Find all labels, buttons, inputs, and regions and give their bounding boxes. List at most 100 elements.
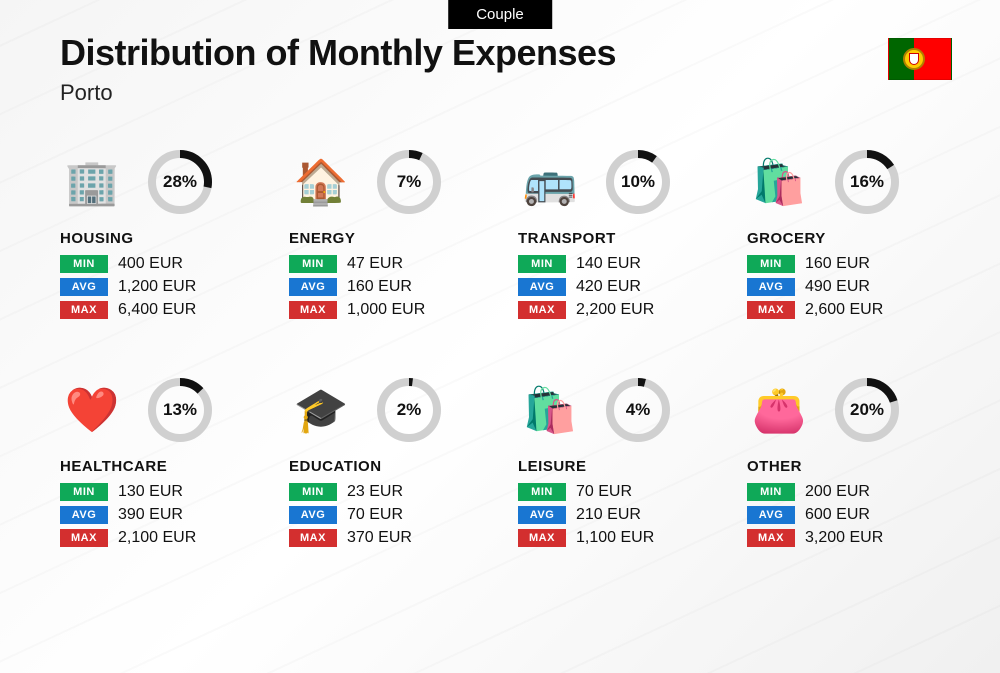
expense-card-leisure: 🛍️ 4% LEISURE MIN 70 EUR AVG 210 EUR MAX… [518, 376, 731, 552]
max-label: MAX [289, 301, 337, 319]
leisure-icon: 🛍️ [518, 378, 582, 442]
max-label: MAX [60, 301, 108, 319]
category-name: TRANSPORT [518, 230, 731, 247]
category-name: HEALTHCARE [60, 458, 273, 475]
min-value: 140 EUR [576, 255, 641, 273]
stat-max: MAX 2,600 EUR [747, 301, 960, 319]
avg-label: AVG [289, 506, 337, 524]
max-value: 2,600 EUR [805, 301, 883, 319]
avg-value: 490 EUR [805, 278, 870, 296]
avg-value: 600 EUR [805, 506, 870, 524]
min-value: 70 EUR [576, 483, 632, 501]
min-value: 130 EUR [118, 483, 183, 501]
stat-min: MIN 160 EUR [747, 255, 960, 273]
percentage-ring: 20% [833, 376, 901, 444]
percentage-value: 20% [833, 376, 901, 444]
stat-max: MAX 6,400 EUR [60, 301, 273, 319]
stat-avg: AVG 210 EUR [518, 506, 731, 524]
expense-grid: 🏢 28% HOUSING MIN 400 EUR AVG 1,200 EUR … [60, 148, 960, 552]
avg-label: AVG [518, 506, 566, 524]
avg-label: AVG [747, 278, 795, 296]
stat-min: MIN 140 EUR [518, 255, 731, 273]
card-header: 👛 20% [747, 376, 960, 444]
expense-card-other: 👛 20% OTHER MIN 200 EUR AVG 600 EUR MAX … [747, 376, 960, 552]
avg-label: AVG [747, 506, 795, 524]
min-label: MIN [289, 255, 337, 273]
card-header: 🚌 10% [518, 148, 731, 216]
category-name: EDUCATION [289, 458, 502, 475]
avg-value: 210 EUR [576, 506, 641, 524]
percentage-ring: 2% [375, 376, 443, 444]
flag-emblem [903, 48, 925, 70]
min-value: 200 EUR [805, 483, 870, 501]
percentage-ring: 16% [833, 148, 901, 216]
category-name: GROCERY [747, 230, 960, 247]
max-label: MAX [747, 529, 795, 547]
card-header: 🏢 28% [60, 148, 273, 216]
avg-value: 1,200 EUR [118, 278, 196, 296]
max-value: 2,200 EUR [576, 301, 654, 319]
expense-card-grocery: 🛍️ 16% GROCERY MIN 160 EUR AVG 490 EUR M… [747, 148, 960, 324]
healthcare-icon: ❤️ [60, 378, 124, 442]
percentage-value: 4% [604, 376, 672, 444]
percentage-value: 13% [146, 376, 214, 444]
min-value: 23 EUR [347, 483, 403, 501]
category-name: OTHER [747, 458, 960, 475]
avg-value: 160 EUR [347, 278, 412, 296]
max-value: 6,400 EUR [118, 301, 196, 319]
max-value: 1,000 EUR [347, 301, 425, 319]
stat-max: MAX 370 EUR [289, 529, 502, 547]
max-label: MAX [518, 529, 566, 547]
profile-tab: Couple [448, 0, 552, 29]
flag-shield [909, 53, 919, 65]
energy-icon: 🏠 [289, 150, 353, 214]
percentage-ring: 10% [604, 148, 672, 216]
percentage-ring: 7% [375, 148, 443, 216]
max-value: 370 EUR [347, 529, 412, 547]
stat-min: MIN 70 EUR [518, 483, 731, 501]
stat-min: MIN 400 EUR [60, 255, 273, 273]
expense-card-transport: 🚌 10% TRANSPORT MIN 140 EUR AVG 420 EUR … [518, 148, 731, 324]
other-icon: 👛 [747, 378, 811, 442]
stat-avg: AVG 490 EUR [747, 278, 960, 296]
min-value: 160 EUR [805, 255, 870, 273]
stat-avg: AVG 1,200 EUR [60, 278, 273, 296]
stat-avg: AVG 420 EUR [518, 278, 731, 296]
avg-value: 70 EUR [347, 506, 403, 524]
card-header: 🛍️ 16% [747, 148, 960, 216]
stat-max: MAX 1,100 EUR [518, 529, 731, 547]
housing-icon: 🏢 [60, 150, 124, 214]
min-label: MIN [60, 483, 108, 501]
card-header: ❤️ 13% [60, 376, 273, 444]
country-flag-portugal [888, 38, 952, 80]
max-label: MAX [60, 529, 108, 547]
max-value: 3,200 EUR [805, 529, 883, 547]
stat-avg: AVG 600 EUR [747, 506, 960, 524]
avg-label: AVG [518, 278, 566, 296]
page-title: Distribution of Monthly Expenses [60, 32, 940, 74]
max-label: MAX [518, 301, 566, 319]
transport-icon: 🚌 [518, 150, 582, 214]
stat-min: MIN 47 EUR [289, 255, 502, 273]
avg-value: 420 EUR [576, 278, 641, 296]
min-label: MIN [60, 255, 108, 273]
header: Distribution of Monthly Expenses Porto [60, 32, 940, 106]
grocery-icon: 🛍️ [747, 150, 811, 214]
avg-label: AVG [60, 278, 108, 296]
category-name: LEISURE [518, 458, 731, 475]
min-value: 400 EUR [118, 255, 183, 273]
stat-min: MIN 23 EUR [289, 483, 502, 501]
max-label: MAX [747, 301, 795, 319]
category-name: HOUSING [60, 230, 273, 247]
min-value: 47 EUR [347, 255, 403, 273]
avg-label: AVG [60, 506, 108, 524]
percentage-value: 28% [146, 148, 214, 216]
stat-min: MIN 200 EUR [747, 483, 960, 501]
card-header: 🎓 2% [289, 376, 502, 444]
min-label: MIN [289, 483, 337, 501]
max-value: 1,100 EUR [576, 529, 654, 547]
max-label: MAX [289, 529, 337, 547]
percentage-value: 2% [375, 376, 443, 444]
card-header: 🏠 7% [289, 148, 502, 216]
min-label: MIN [518, 483, 566, 501]
